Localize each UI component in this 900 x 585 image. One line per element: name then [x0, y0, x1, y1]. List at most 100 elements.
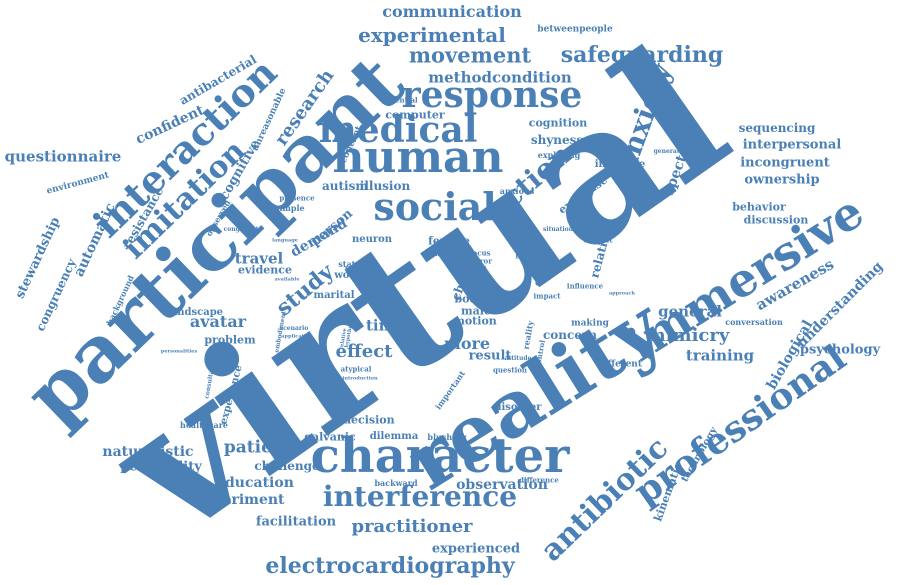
cloud-word: personality: [120, 459, 202, 475]
cloud-word: marital: [313, 290, 355, 301]
cloud-word: result: [468, 348, 512, 364]
cloud-word: general: [658, 302, 722, 321]
cloud-word: experienced: [431, 541, 521, 557]
cloud-word: trainee: [344, 264, 374, 274]
cloud-word: interface: [594, 159, 646, 170]
cloud-word: evidence: [238, 263, 292, 277]
cloud-word: discussion: [743, 213, 809, 227]
cloud-word: computer: [385, 108, 445, 122]
cloud-word: communication: [382, 2, 522, 21]
cloud-word: blushing: [427, 432, 467, 442]
cloud-word: question: [492, 365, 528, 375]
cloud-word: load: [469, 264, 487, 274]
cloud-word: safeguarding: [560, 42, 724, 68]
cloud-word: dilemma: [369, 431, 419, 442]
cloud-word: travel: [234, 249, 284, 268]
cloud-word: interact: [515, 251, 547, 261]
cloud-word: methodcondition: [428, 68, 572, 87]
cloud-word: sequencing: [738, 121, 816, 135]
cloud-word: difference: [519, 475, 559, 485]
cloud-word: illusion: [359, 179, 411, 193]
cloud-word: naturalistic: [102, 444, 194, 460]
cloud-word: healthcare: [180, 420, 228, 430]
cloud-word: neuron: [351, 234, 393, 245]
cloud-word: presence: [279, 193, 315, 203]
cloud-word: atypical: [340, 364, 372, 374]
cloud-word: personalities: [160, 348, 198, 355]
cloud-word: anxious: [499, 186, 535, 196]
cloud-word: attitude: [504, 355, 532, 362]
cloud-word: betweenpeople: [537, 24, 613, 35]
cloud-word: increase: [508, 235, 542, 245]
cloud-word: disorder: [494, 402, 542, 413]
cloud-word: situation: [542, 226, 574, 233]
cloud-word: ethic: [425, 248, 449, 258]
cloud-word: time: [365, 316, 405, 335]
cloud-word: concern: [542, 328, 598, 342]
cloud-word: context: [583, 235, 613, 245]
cloud-word: avatar: [189, 312, 247, 331]
cloud-word: observation: [456, 477, 548, 493]
cloud-word: influence: [566, 281, 604, 291]
cloud-word: more: [443, 334, 491, 353]
cloud-word: education: [216, 475, 294, 491]
cloud-word: movement: [408, 42, 532, 68]
cloud-word: interpersonal: [742, 137, 842, 153]
cloud-word: making: [571, 318, 609, 329]
cloud-word: social: [373, 184, 497, 229]
cloud-word: different: [598, 359, 642, 370]
cloud-word: necessary: [569, 219, 597, 226]
cloud-word: landscape: [166, 307, 224, 318]
cloud-word: mirror: [466, 256, 492, 266]
cloud-word: training: [685, 346, 755, 365]
cloud-word: studies: [512, 242, 550, 253]
cloud-word: language: [272, 237, 298, 244]
cloud-word: example: [267, 203, 305, 213]
cloud-word: approach: [608, 290, 636, 297]
cloud-word: male: [461, 304, 491, 318]
cloud-word: status: [338, 259, 366, 269]
cloud-word: exploring: [537, 150, 581, 160]
cloud-word: autism: [321, 179, 369, 193]
cloud-word: user: [444, 257, 464, 267]
cloud-word: shyness: [530, 133, 584, 147]
cloud-word: electrocardiography: [265, 553, 515, 579]
cloud-word: human: [332, 132, 504, 183]
cloud-word: female: [428, 234, 470, 248]
cloud-word: challenge: [254, 459, 320, 473]
cloud-word: body: [454, 292, 484, 306]
cloud-word: generating: [653, 148, 691, 155]
cloud-word: decision: [343, 413, 395, 427]
cloud-word: experiment: [195, 492, 285, 508]
cloud-word: impact: [533, 291, 561, 301]
cloud-word: effect: [335, 341, 393, 362]
cloud-word: woman: [334, 270, 374, 281]
cloud-word: motion: [453, 314, 497, 328]
cloud-word: response: [401, 74, 583, 116]
cloud-word: character: [310, 428, 570, 484]
cloud-word: cognition: [528, 116, 588, 130]
cloud-word: ownership: [744, 172, 820, 188]
cloud-word: medical: [318, 109, 478, 151]
cloud-word: introduction: [342, 375, 378, 382]
cloud-word: backward: [374, 478, 418, 488]
cloud-word: scenario: [279, 325, 309, 332]
cloud-word: level: [365, 287, 385, 297]
cloud-word: experimental: [358, 23, 506, 47]
cloud-word: facilitation: [255, 514, 337, 530]
cloud-word: problem: [204, 333, 256, 347]
cloud-word: psychology: [799, 342, 881, 358]
cloud-word: interference: [322, 480, 518, 513]
cloud-word: potential: [382, 95, 418, 105]
cloud-word: congruent: [223, 226, 259, 233]
cloud-word: environment: [45, 170, 111, 197]
cloud-word: conversation: [725, 317, 783, 327]
cloud-word: patient: [223, 437, 293, 458]
cloud-word: focus: [469, 248, 491, 258]
cloud-word: application: [281, 333, 313, 340]
cloud-word: available: [274, 276, 300, 283]
cloud-word: questionnaire: [4, 147, 122, 166]
cloud-word: incongruent: [740, 155, 830, 171]
cloud-word: behavior: [732, 200, 786, 214]
